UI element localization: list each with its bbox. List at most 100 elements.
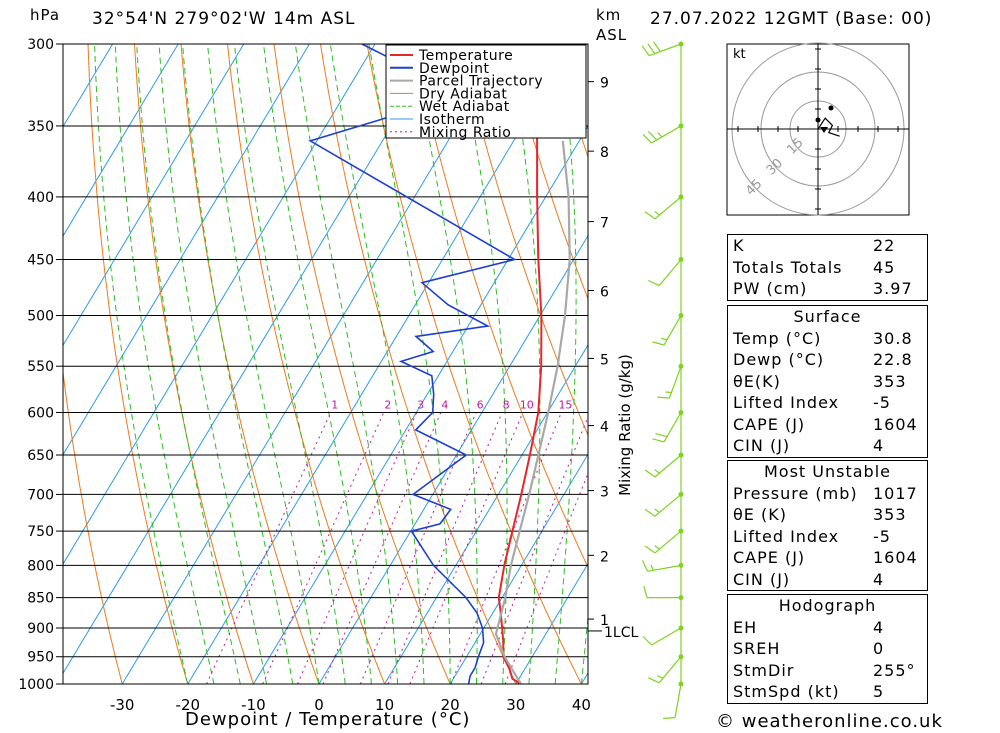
- wet-adiabat-line: [507, 44, 541, 684]
- row-value: 1017: [873, 483, 918, 503]
- mixing-ratio-line: [387, 412, 503, 684]
- dewpoint-line: [308, 44, 517, 684]
- table-title: Surface: [793, 307, 862, 326]
- wind-barb: [663, 412, 682, 443]
- isotherm-line: [63, 44, 114, 128]
- location-title: 32°54'N 279°02'W 14m ASL: [92, 9, 356, 29]
- row-value: 353: [873, 505, 907, 524]
- mixing-ratio-line: [322, 412, 442, 684]
- wind-barb-feather: [647, 131, 658, 141]
- row-value: 0: [873, 639, 885, 658]
- km-tick-label: 3: [600, 485, 609, 501]
- row-label: Temp (°C): [733, 328, 822, 348]
- wet-adiabat-line: [457, 44, 508, 684]
- km-label: km: [596, 6, 622, 24]
- table-row: Temp (°C) 30.8: [728, 328, 927, 350]
- wind-barb: [663, 315, 682, 346]
- wind-barb-feather: [663, 716, 676, 720]
- legend-box: [385, 44, 587, 139]
- hodograph-point: [815, 117, 821, 123]
- mixing-ratio-label: 1: [331, 398, 338, 411]
- row-value: 3.97: [873, 279, 913, 298]
- hodograph-trace: [817, 117, 840, 137]
- isotherm-line: [63, 44, 245, 347]
- temperature-line: [497, 44, 543, 684]
- table-row: EH 4: [728, 617, 927, 639]
- pressure-tick-label: 950: [27, 650, 54, 666]
- asl-label: ASL: [596, 26, 628, 44]
- wind-barb: [654, 530, 682, 554]
- row-label: EH: [733, 617, 758, 637]
- temperature-tick-label: -30: [110, 696, 135, 714]
- pressure-tick-label: 900: [27, 621, 54, 637]
- row-value: 4: [873, 436, 885, 455]
- wind-barb-feather: [644, 545, 656, 554]
- wind-barb-feather: [657, 675, 664, 679]
- pressure-tick-label: 550: [27, 359, 54, 375]
- km-tick-label: 5: [600, 352, 609, 368]
- pressure-tick-label: 450: [27, 253, 54, 269]
- wind-barb: [654, 196, 682, 220]
- temperature-tick-label: 20: [441, 696, 460, 714]
- pressure-tick-label: 850: [27, 591, 54, 607]
- pressure-tick-label: 750: [27, 524, 54, 540]
- row-label: CIN (J): [733, 436, 791, 455]
- mixing-ratio-label: 10: [520, 398, 534, 411]
- wind-barb-feather: [642, 134, 652, 144]
- hodograph-table: Hodograph EH 4 SREH 0 StmDir 255° StmSpd (kt) 5: [727, 594, 928, 704]
- dry-adiabat-line: [971, 44, 1000, 684]
- hpa-label: hPa: [30, 6, 61, 24]
- legend-label: Parcel Trajectory: [419, 74, 543, 90]
- wind-barb-feather: [655, 433, 668, 438]
- row-label: Lifted Index: [733, 526, 840, 546]
- pressure-tick-label: 800: [27, 558, 54, 574]
- legend-label: Isotherm: [419, 112, 485, 128]
- row-value: 4: [873, 617, 885, 637]
- row-value: 22: [873, 236, 896, 255]
- row-label: CAPE (J): [733, 548, 806, 567]
- row-value: 22.8: [873, 350, 913, 369]
- row-label: SREH: [733, 639, 781, 658]
- wind-barb-feather: [652, 438, 665, 443]
- hodograph-unit: kt: [733, 47, 746, 62]
- legend-label: Mixing Ratio: [419, 125, 511, 141]
- wind-barb: [651, 627, 682, 646]
- wind-barb-feather: [654, 210, 660, 216]
- mixing-ratio-axis-label: Mixing Ratio (g/kg): [616, 354, 634, 496]
- table-row: Pressure (mb) 1017: [728, 483, 927, 505]
- km-tick-label: 9: [600, 76, 609, 92]
- wind-barb: [651, 125, 682, 144]
- wet-adiabat-line: [94, 44, 189, 684]
- km-tick-label: 7: [600, 216, 609, 232]
- wind-barb-feather: [641, 560, 649, 572]
- wet-adiabat-line: [580, 611, 588, 684]
- km-tick-label: 8: [600, 145, 609, 161]
- km-tick-label: 4: [600, 420, 609, 436]
- table-row: StmDir 255°: [728, 660, 927, 682]
- dry-adiabat-line: [925, 44, 1000, 684]
- legend-label: Temperature: [418, 48, 513, 64]
- row-value: 1604: [873, 548, 918, 567]
- mixing-ratio-label: 3: [417, 398, 424, 411]
- row-value: 4: [873, 569, 885, 589]
- table-row: Lifted Index -5: [728, 526, 927, 548]
- wind-barb-feather: [643, 585, 648, 598]
- xaxis-label: Dewpoint / Temperature (°C): [185, 709, 471, 730]
- row-label: StmDir: [733, 660, 795, 680]
- km-tick-label: 2: [600, 549, 609, 565]
- isotherm-line: [187, 44, 573, 684]
- temperature-tick-label: 0: [314, 696, 324, 714]
- wind-barb-feather: [648, 677, 660, 684]
- table-row: SREH 0: [728, 638, 927, 660]
- table-title: Hodograph: [778, 596, 877, 615]
- row-value: 255°: [873, 660, 916, 680]
- wind-barb: [658, 656, 682, 684]
- wind-barb-feather: [652, 41, 661, 52]
- wind-barb: [648, 43, 682, 57]
- row-value: 45: [873, 257, 896, 277]
- wet-adiabat-line: [234, 44, 346, 684]
- surface-table: Surface Temp (°C) 30.8 Dewp (°C) 22.8 θE(K) 35…: [727, 305, 928, 458]
- row-label: Lifted Index: [733, 393, 840, 412]
- row-label: PW (cm): [733, 279, 808, 298]
